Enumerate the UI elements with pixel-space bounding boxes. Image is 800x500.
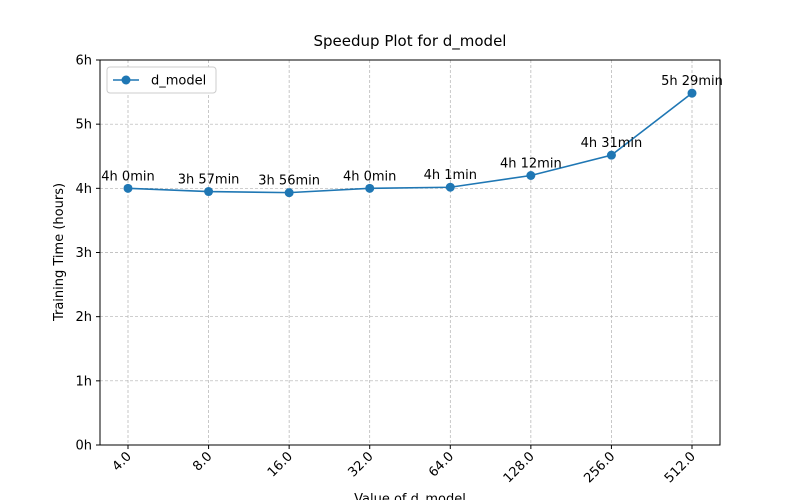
y-tick-label: 5h (75, 118, 92, 133)
data-label: 4h 1min (424, 168, 477, 183)
point (204, 187, 214, 197)
y-tick-label: 2h (75, 310, 92, 325)
y-tick-label: 1h (75, 374, 92, 389)
y-axis-label: Training Time (hours) (52, 183, 67, 322)
legend-label: d_model (151, 74, 206, 89)
point (687, 88, 697, 98)
data-label: 4h 0min (343, 169, 396, 184)
point (123, 183, 133, 193)
data-label: 4h 0min (101, 169, 154, 184)
x-axis-label: Value of d_model (354, 492, 466, 500)
point (284, 188, 294, 198)
data-label: 4h 31min (581, 136, 643, 151)
point (445, 182, 455, 192)
y-tick-label: 6h (75, 54, 92, 69)
legend-box (106, 66, 217, 94)
point (526, 171, 536, 180)
data-label: 4h 12min (500, 157, 562, 172)
line (127, 92, 693, 194)
chart-title: Speedup Plot for d_model (314, 32, 507, 51)
y-tick-label: 4h (75, 182, 92, 197)
legend-marker (121, 75, 131, 85)
point (606, 150, 616, 160)
plot-frame (99, 59, 721, 446)
y-tick-label: 3h (75, 246, 92, 261)
y-tick-label: 0h (75, 439, 92, 454)
data-label: 5h 29min (661, 74, 723, 89)
data-label: 3h 57min (178, 173, 240, 188)
point (365, 183, 375, 193)
data-label: 3h 56min (258, 174, 320, 189)
